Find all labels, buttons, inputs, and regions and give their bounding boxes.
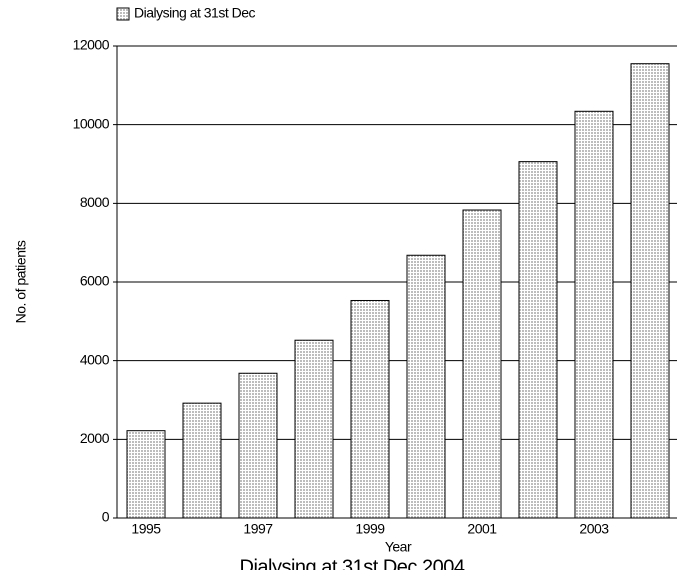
bar <box>574 110 614 519</box>
bar <box>238 372 278 519</box>
y-tick-label: 8000 <box>80 194 110 210</box>
bar <box>630 63 670 519</box>
x-tick-label: 1995 <box>131 521 161 537</box>
y-axis-label: No. of patients <box>13 240 29 323</box>
legend-swatch <box>116 7 130 21</box>
y-tick-label: 10000 <box>73 115 110 131</box>
bar <box>182 402 222 519</box>
y-tick-label: 4000 <box>80 351 110 367</box>
legend-label: Dialysing at 31st Dec <box>134 5 256 21</box>
x-axis-label: Year <box>385 539 412 555</box>
y-tick-label: 6000 <box>80 273 110 289</box>
y-tick-label: 0 <box>102 509 110 525</box>
y-tick-label: 2000 <box>80 430 110 446</box>
bar <box>518 161 558 519</box>
bar <box>126 430 166 519</box>
x-tick-label: 2001 <box>467 521 497 537</box>
x-tick-label: 1999 <box>355 521 385 537</box>
bar <box>294 339 334 519</box>
chart-title: Dialysing at 31st Dec 2004 <box>240 556 465 570</box>
x-tick-label: 1997 <box>243 521 273 537</box>
bar <box>406 254 446 519</box>
bar <box>462 209 502 519</box>
x-tick-label: 2003 <box>579 521 609 537</box>
bar <box>350 299 390 519</box>
y-tick-label: 12000 <box>73 37 110 53</box>
